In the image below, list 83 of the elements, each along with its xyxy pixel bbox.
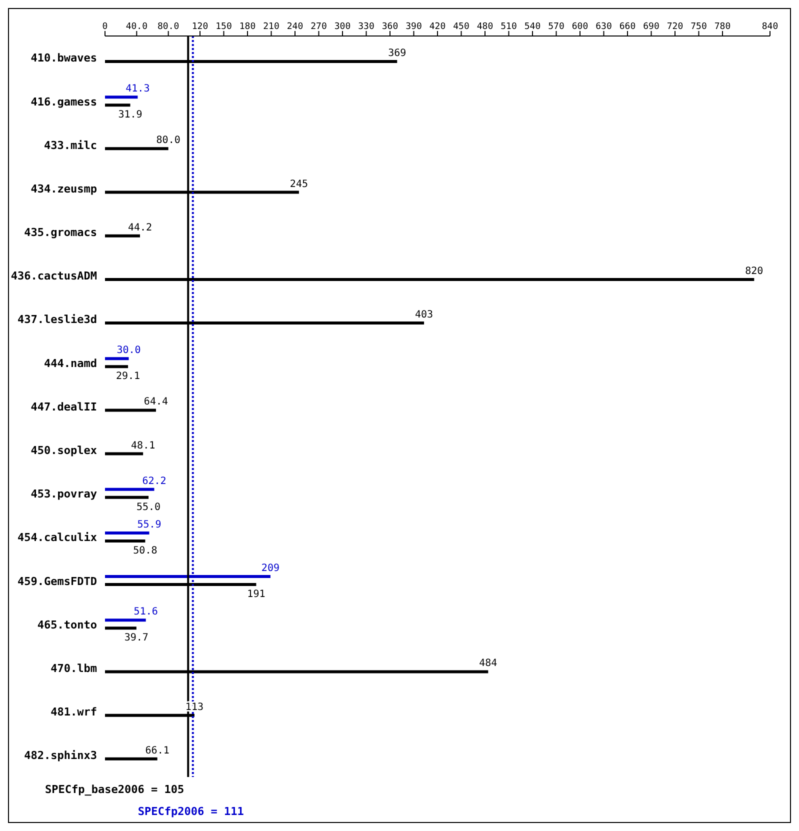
bar [105, 357, 129, 360]
bar [105, 234, 140, 238]
data-label: 29.1 [116, 371, 140, 382]
data-label: 191 [247, 589, 266, 600]
x-tick-label: 80.0 [157, 22, 180, 32]
x-tick-label: 510 [500, 22, 517, 32]
bar [105, 618, 146, 622]
y-tick-label: 434.zeusmp [30, 182, 98, 196]
x-tick-label: 750 [690, 22, 707, 32]
bar [105, 96, 138, 99]
x-tick-label: 420 [429, 22, 446, 32]
y-tick-label: 436.cactusADM [10, 270, 98, 283]
data-label: 369 [388, 48, 406, 59]
y-tick-label: 482.sphinx3 [24, 749, 97, 762]
x-tick-label: 720 [666, 22, 684, 32]
bar [105, 626, 136, 630]
data-label: 64.4 [144, 396, 168, 408]
x-tick-label: 690 [643, 22, 660, 32]
y-tick-label: 470.lbm [50, 662, 98, 675]
x-tick-label: 540 [524, 22, 541, 32]
x-tick-label: 240 [286, 22, 304, 32]
y-tick-label: 435.gromacs [24, 226, 97, 240]
data-label: 66.1 [145, 745, 170, 756]
y-tick-label: 433.milc [44, 138, 97, 152]
y-tick-label: 416.gamess [30, 95, 97, 108]
bar [105, 408, 156, 412]
x-tick-label: 660 [619, 22, 636, 32]
x-tick-label: 780 [714, 22, 731, 32]
data-label: 245 [290, 178, 308, 190]
y-tick-label: 454.calculix [18, 531, 98, 544]
x-tick-label: 570 [548, 22, 564, 32]
bar [105, 757, 158, 760]
bar [105, 147, 168, 150]
x-tick-label: 210 [263, 22, 280, 32]
bar [105, 488, 154, 491]
ref-line-label: SPECfp_base2006 = 105 [45, 783, 184, 796]
data-label: 44.2 [128, 222, 152, 234]
data-label: 39.7 [124, 632, 148, 644]
y-tick-label: 437.leslie3d [18, 313, 97, 326]
data-label: 55.9 [137, 519, 162, 530]
bar [105, 531, 150, 534]
bar [105, 104, 130, 107]
bar [105, 539, 146, 542]
x-tick-label: 390 [406, 22, 422, 32]
data-label: 484 [479, 658, 498, 670]
y-tick-label: 459.GemsFDTD [18, 574, 98, 588]
ref-line-label: SPECfp2006 = 111 [138, 805, 244, 818]
x-tick-label: 150 [216, 22, 232, 32]
x-tick-label: 0 [102, 22, 108, 32]
x-tick-label: 450 [453, 22, 470, 32]
y-tick-label: 447.dealII [30, 400, 97, 414]
data-label: 55.0 [136, 502, 161, 513]
x-tick-label: 270 [310, 22, 327, 32]
data-label: 820 [745, 266, 764, 277]
x-tick-label: 840 [762, 22, 778, 32]
x-tick-label: 300 [334, 22, 351, 32]
x-tick-label: 600 [572, 22, 588, 32]
bar [105, 452, 144, 456]
data-label: 62.2 [142, 476, 166, 487]
data-label: 403 [415, 310, 434, 321]
x-tick-label: 120 [192, 22, 208, 32]
data-label: 51.6 [134, 606, 158, 618]
y-tick-label: 444.namd [44, 356, 97, 370]
y-tick-label: 410.bwaves [30, 52, 97, 65]
data-label: 30.0 [116, 345, 141, 356]
x-tick-label: 480 [476, 22, 494, 32]
data-label: 209 [261, 563, 280, 574]
y-tick-label: 481.wrf [50, 706, 97, 719]
x-tick-label: 330 [358, 22, 374, 32]
data-label: 50.8 [133, 545, 158, 556]
x-tick-label: 180 [239, 22, 256, 32]
y-tick-label: 465.tonto [37, 618, 98, 632]
x-tick-label: 40.0 [126, 22, 148, 32]
data-label: 41.3 [126, 84, 150, 95]
bar [105, 365, 128, 368]
data-label: 31.9 [118, 110, 142, 121]
bar [105, 496, 149, 499]
x-tick-label: 360 [382, 22, 398, 32]
y-tick-label: 450.soplex [30, 444, 98, 457]
data-label: 48.1 [131, 440, 156, 452]
y-tick-label: 453.povray [30, 488, 98, 501]
x-tick-label: 630 [596, 22, 612, 32]
data-label: 80.0 [156, 135, 180, 146]
